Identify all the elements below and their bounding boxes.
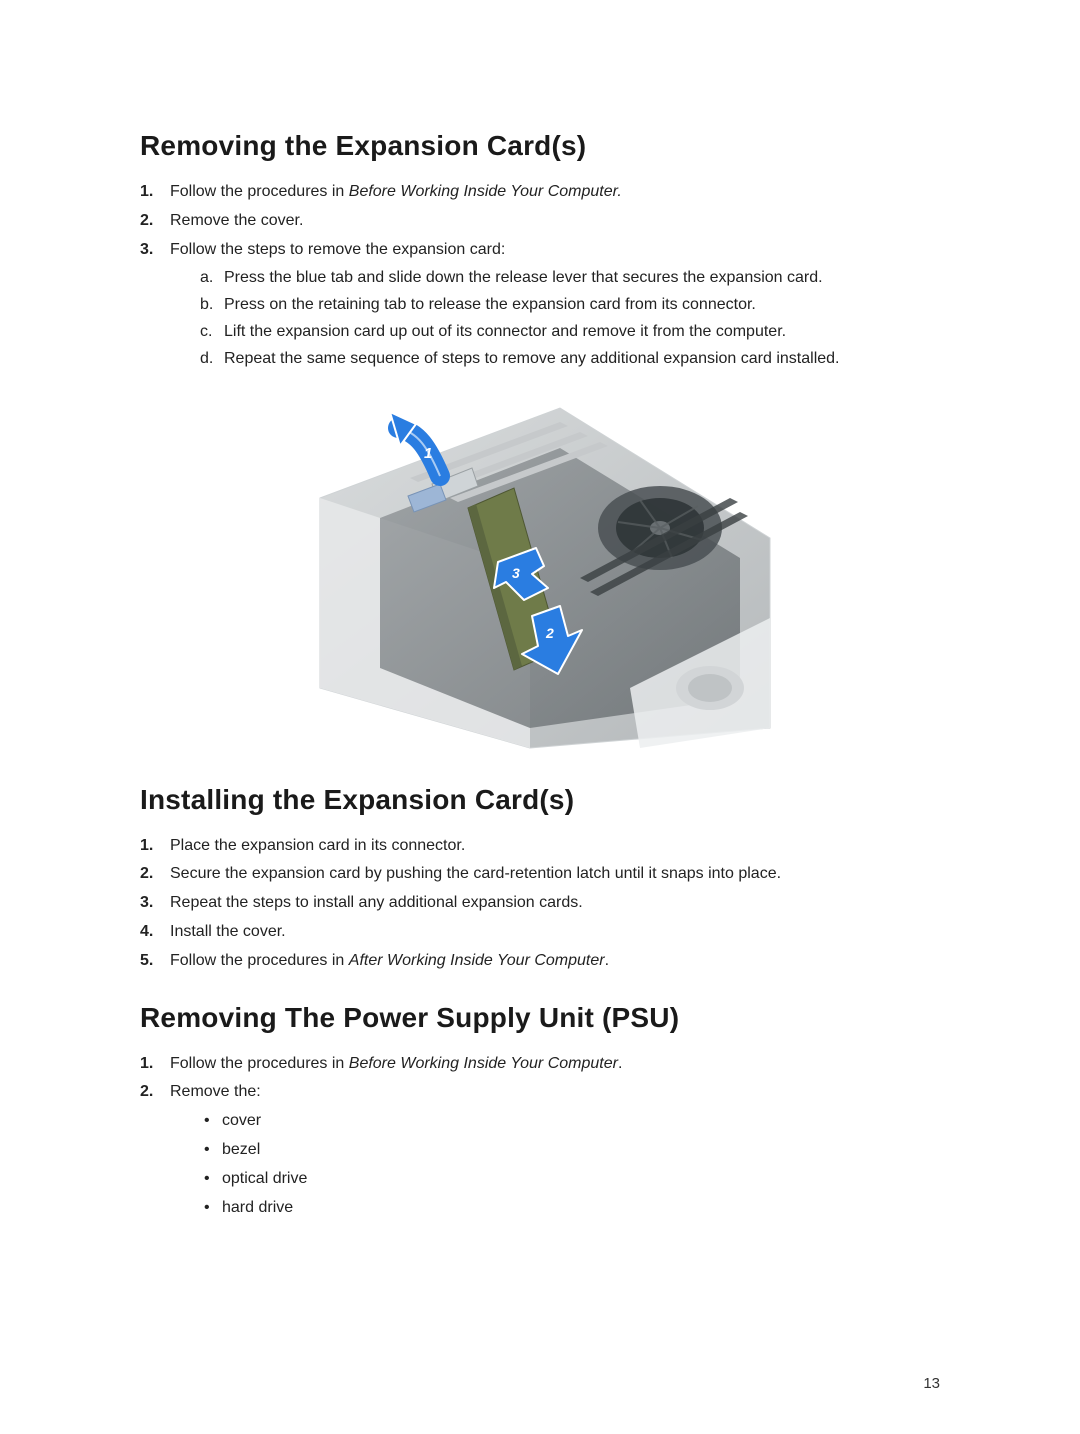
bullet-item: cover bbox=[200, 1109, 940, 1134]
svg-text:3: 3 bbox=[512, 565, 520, 581]
step-text: Remove the: cover bezel optical drive ha… bbox=[170, 1080, 940, 1224]
step-text: Install the cover. bbox=[170, 920, 940, 945]
step-text: Secure the expansion card by pushing the… bbox=[170, 862, 940, 887]
svg-text:2: 2 bbox=[545, 625, 554, 641]
bullet-list: cover bezel optical drive hard drive bbox=[170, 1109, 940, 1220]
step-text: Follow the steps to remove the expansion… bbox=[170, 238, 940, 374]
step-item: 2. Remove the cover. bbox=[140, 209, 940, 234]
heading-removing-expansion: Removing the Expansion Card(s) bbox=[140, 130, 940, 162]
bullet-item: bezel bbox=[200, 1138, 940, 1163]
step-text: Follow the procedures in Before Working … bbox=[170, 1052, 940, 1077]
substep-item: b.Press on the retaining tab to release … bbox=[200, 293, 940, 318]
figure-expansion-card-removal: 1 3 2 bbox=[300, 388, 780, 756]
step-text: Place the expansion card in its connecto… bbox=[170, 834, 940, 859]
steps-removing-expansion: 1. Follow the procedures in Before Worki… bbox=[140, 180, 940, 374]
step-item: 1. Follow the procedures in Before Worki… bbox=[140, 180, 940, 205]
step-text: Remove the cover. bbox=[170, 209, 940, 234]
step-text: Follow the procedures in After Working I… bbox=[170, 949, 940, 974]
step-item: 1. Follow the procedures in Before Worki… bbox=[140, 1052, 940, 1077]
heading-removing-psu: Removing The Power Supply Unit (PSU) bbox=[140, 1002, 940, 1034]
step-item: 2. Secure the expansion card by pushing … bbox=[140, 862, 940, 887]
step-item: 2. Remove the: cover bezel optical drive… bbox=[140, 1080, 940, 1224]
step-number: 2. bbox=[140, 209, 170, 234]
step-item: 1. Place the expansion card in its conne… bbox=[140, 834, 940, 859]
substep-item: c.Lift the expansion card up out of its … bbox=[200, 320, 940, 345]
step-item: 4. Install the cover. bbox=[140, 920, 940, 945]
step-number: 4. bbox=[140, 920, 170, 945]
step-number: 5. bbox=[140, 949, 170, 974]
step-item: 3. Follow the steps to remove the expans… bbox=[140, 238, 940, 374]
substeps: a.Press the blue tab and slide down the … bbox=[170, 266, 940, 371]
step-text: Follow the procedures in Before Working … bbox=[170, 180, 940, 205]
steps-removing-psu: 1. Follow the procedures in Before Worki… bbox=[140, 1052, 940, 1225]
step-number: 1. bbox=[140, 180, 170, 205]
step-number: 2. bbox=[140, 862, 170, 887]
heading-installing-expansion: Installing the Expansion Card(s) bbox=[140, 784, 940, 816]
page-number: 13 bbox=[923, 1375, 940, 1392]
bullet-item: hard drive bbox=[200, 1196, 940, 1221]
step-number: 1. bbox=[140, 1052, 170, 1077]
step-item: 5. Follow the procedures in After Workin… bbox=[140, 949, 940, 974]
substep-item: a.Press the blue tab and slide down the … bbox=[200, 266, 940, 291]
step-number: 3. bbox=[140, 891, 170, 916]
substep-item: d.Repeat the same sequence of steps to r… bbox=[200, 347, 940, 372]
bullet-item: optical drive bbox=[200, 1167, 940, 1192]
step-text: Repeat the steps to install any addition… bbox=[170, 891, 940, 916]
steps-installing-expansion: 1. Place the expansion card in its conne… bbox=[140, 834, 940, 974]
svg-text:1: 1 bbox=[424, 445, 432, 462]
step-number: 2. bbox=[140, 1080, 170, 1105]
step-item: 3. Repeat the steps to install any addit… bbox=[140, 891, 940, 916]
document-page: Removing the Expansion Card(s) 1. Follow… bbox=[0, 0, 1080, 1434]
step-number: 1. bbox=[140, 834, 170, 859]
step-number: 3. bbox=[140, 238, 170, 263]
